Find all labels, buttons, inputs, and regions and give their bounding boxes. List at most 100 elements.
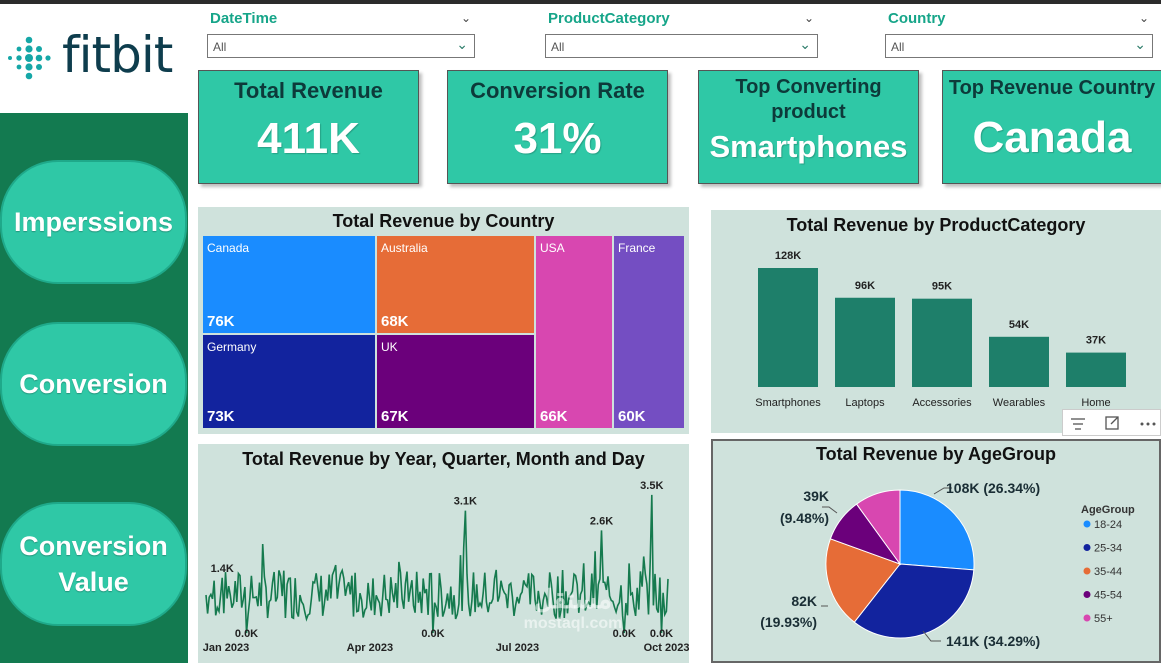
treemap-tile-usa[interactable]: USA 66K xyxy=(536,236,612,428)
conversion-button[interactable]: Conversion xyxy=(0,322,187,446)
productcategory-dropdown[interactable]: All ⌄ xyxy=(545,34,818,58)
country-slicer: Country ⌄ All ⌄ xyxy=(885,6,1155,60)
x-tick-label: Laptops xyxy=(845,397,885,409)
productcategory-dropdown-value: All xyxy=(551,40,565,54)
legend-label: 45-54 xyxy=(1094,590,1122,602)
impressions-label: Imperssions xyxy=(13,207,174,237)
treemap-tile-uk[interactable]: UK 67K xyxy=(377,335,534,428)
legend-label: 55+ xyxy=(1094,613,1113,625)
fitbit-logo-icon xyxy=(8,36,51,80)
legend-title: AgeGroup xyxy=(1081,504,1135,516)
slicer-collapse-chevron-icon[interactable]: ⌄ xyxy=(460,11,471,25)
slicer-collapse-chevron-icon[interactable]: ⌄ xyxy=(803,11,814,25)
line-chart: 1.4K 0.0K 3.1K 0.0K 2.6K 0.0K 3.5K 0.0K Jan 2023… xyxy=(203,480,689,654)
legend-swatch xyxy=(1083,544,1091,551)
treemap-tile-label: France xyxy=(618,241,656,255)
kpi-top-converting-product: Top Converting product Smartphones xyxy=(698,70,919,184)
pie-data-label: 141K (34.29%) xyxy=(946,633,1040,649)
bar-data-label: 95K xyxy=(932,281,952,293)
legend-label: 25-34 xyxy=(1094,543,1122,555)
legend-swatch xyxy=(1083,591,1091,598)
x-tick-label: Smartphones xyxy=(755,397,821,409)
bar-data-label: 54K xyxy=(1009,319,1029,331)
conversion-value-label-line2: Value xyxy=(58,567,129,597)
treemap-tile-canada[interactable]: Canada 76K xyxy=(203,236,375,333)
pie-chart: 108K (26.34%) 141K (34.29%) 82K (19.93%) 39K… xyxy=(760,480,1135,649)
pie-leader-line xyxy=(922,630,941,642)
line-data-label: 0.0K xyxy=(613,628,636,640)
country-dropdown[interactable]: All ⌄ xyxy=(885,34,1153,58)
watermark-url: mostaql.com xyxy=(523,615,623,632)
x-tick-label: Accessories xyxy=(912,397,972,409)
pie-chart-panel: Total Revenue by AgeGroup 108K (26.34%) 1… xyxy=(711,439,1161,663)
pie-data-label: (9.48%) xyxy=(780,510,829,526)
kpi-top-revenue-country: Top Revenue Country Canada xyxy=(942,70,1161,184)
pie-slice-18-24 xyxy=(899,489,975,571)
line-chart-panel: Total Revenue by Year, Quarter, Month an… xyxy=(198,444,689,663)
chart-title: Total Revenue by AgeGroup xyxy=(815,444,1057,464)
slicer-collapse-chevron-icon[interactable]: ⌄ xyxy=(1138,11,1149,25)
datetime-slicer: DateTime ⌄ All ⌄ xyxy=(207,6,477,60)
treemap-tile-label: UK xyxy=(381,340,398,354)
x-tick-label: Home xyxy=(1081,397,1110,409)
conversion-value-button[interactable]: Conversion Value xyxy=(0,502,187,626)
legend-label: 35-44 xyxy=(1094,566,1122,578)
focus-mode-icon[interactable] xyxy=(1105,416,1119,430)
watermark-text: مستقل xyxy=(534,584,612,614)
x-tick-label: Apr 2023 xyxy=(347,642,393,654)
treemap-tile-label: Germany xyxy=(207,340,257,354)
x-tick-label: Jan 2023 xyxy=(203,642,249,654)
pie-slice-25-34 xyxy=(853,563,975,639)
pie-slice-35-44 xyxy=(825,538,901,623)
bar-data-label: 128K xyxy=(775,250,801,262)
pie-data-label: 82K xyxy=(791,593,817,609)
line-data-label: 0.0K xyxy=(421,628,444,640)
line-data-label: 3.5K xyxy=(640,480,663,492)
pie-slice-55plus xyxy=(855,489,901,566)
chart-title: Total Revenue by ProductCategory xyxy=(786,215,1086,235)
line-data-label: 3.1K xyxy=(454,496,477,508)
window-top-border xyxy=(0,0,1161,4)
productcategory-slicer-label: ProductCategory xyxy=(548,10,670,27)
treemap-tile-value: 68K xyxy=(381,313,409,330)
more-options-icon[interactable] xyxy=(1140,422,1156,426)
bar-accessories xyxy=(912,298,972,387)
conversion-label: Conversion xyxy=(19,369,168,399)
visual-toolbar-icons xyxy=(1071,416,1156,430)
kpi-value: 31% xyxy=(513,114,602,163)
filter-lines-icon[interactable] xyxy=(1071,418,1085,430)
treemap-tile-france[interactable]: France 60K xyxy=(614,236,684,428)
chevron-down-icon: ⌄ xyxy=(456,36,468,52)
treemap-tile-value: 76K xyxy=(207,313,235,330)
x-tick-label: Jul 2023 xyxy=(496,642,539,654)
pie-leader-line xyxy=(933,487,952,495)
country-slicer-label: Country xyxy=(888,10,946,27)
brand-name: fitbit xyxy=(62,26,173,84)
bar-wearables xyxy=(989,336,1049,387)
line-data-label: 2.6K xyxy=(590,515,613,527)
visual-header-toolbar xyxy=(1062,409,1161,436)
treemap-tile-australia[interactable]: Australia 68K xyxy=(377,236,534,333)
datetime-dropdown-value: All xyxy=(213,40,227,54)
line-data-label: 1.4K xyxy=(211,563,234,575)
treemap-tile-germany[interactable]: Germany 73K xyxy=(203,335,375,428)
bar-data-label: 96K xyxy=(855,280,875,292)
line-data-label: 0.0K xyxy=(650,628,673,640)
pie-leader-line xyxy=(822,506,838,514)
kpi-value: Smartphones xyxy=(709,129,908,164)
chart-title: Total Revenue by Country xyxy=(332,211,555,231)
productcategory-slicer: ProductCategory ⌄ All ⌄ xyxy=(545,6,820,60)
kpi-title: Top Revenue Country xyxy=(948,77,1156,99)
impressions-button[interactable]: Imperssions xyxy=(0,160,187,284)
kpi-title-line1: Top Converting xyxy=(735,76,882,98)
datetime-dropdown[interactable]: All ⌄ xyxy=(207,34,475,58)
treemap-panel: Total Revenue by Country Canada 76K Austra… xyxy=(198,207,689,434)
treemap-tile-label: Australia xyxy=(381,241,428,255)
x-tick-label: Wearables xyxy=(993,397,1046,409)
kpi-conversion-rate: Conversion Rate 31% xyxy=(447,70,668,184)
pie-data-label: 108K (26.34%) xyxy=(946,480,1040,496)
legend-swatch xyxy=(1083,614,1091,622)
treemap-tile-value: 67K xyxy=(381,408,409,425)
revenue-line xyxy=(205,494,669,634)
brand-logo: fitbit xyxy=(0,4,186,111)
